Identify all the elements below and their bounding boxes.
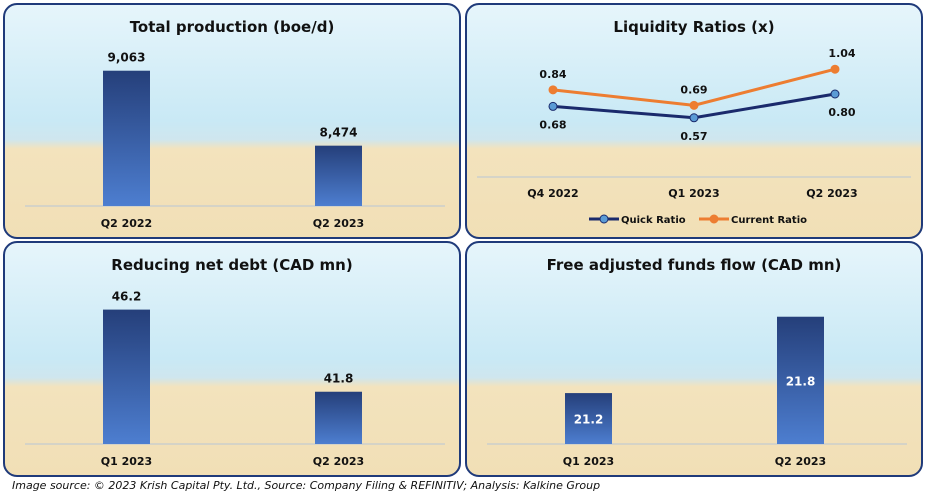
x-tick-label: Q2 2023 <box>806 187 857 200</box>
data-label: 21.2 <box>574 413 604 427</box>
data-label: 0.80 <box>828 106 855 119</box>
data-label: 46.2 <box>112 290 142 304</box>
x-tick-label: Q2 2023 <box>313 217 364 230</box>
image-source-footer: Image source: © 2023 Krish Capital Pty. … <box>12 479 601 492</box>
x-tick-label: Q4 2022 <box>527 187 578 200</box>
bar-q1-2023 <box>103 309 150 444</box>
bar-q2-2023 <box>777 316 824 444</box>
data-label: 41.8 <box>324 372 354 386</box>
bar-q1-2023 <box>565 393 612 444</box>
liquidity-ratios-panel: Liquidity Ratios (x) 0.68 0.57 0.80 0.84 0.6… <box>465 3 923 239</box>
legend-label: Quick Ratio <box>621 215 686 226</box>
data-label: 0.68 <box>539 118 566 131</box>
data-point <box>830 64 840 74</box>
liquidity-ratios-chart: 0.68 0.57 0.80 0.84 0.69 1.04 Q4 2022 Q1 2023 Q2… <box>477 47 911 226</box>
funds-flow-chart: 21.2 Q1 2023 21.8 Q2 2023 <box>487 316 907 468</box>
chart-title: Reducing net debt (CAD mn) <box>111 256 353 274</box>
data-label: 0.84 <box>539 68 566 81</box>
funds-flow-panel: Free adjusted funds flow (CAD mn) 21.2 Q1… <box>465 241 923 477</box>
x-tick-label: Q2 2023 <box>775 455 826 468</box>
x-tick-label: Q2 2022 <box>101 217 152 230</box>
data-label: 1.04 <box>828 47 855 60</box>
legend-marker <box>709 214 719 224</box>
total-production-panel: Total production (boe/d) 9,063 Q2 2022 8,4… <box>3 3 461 239</box>
bar-q2-2023 <box>315 145 362 206</box>
data-point <box>689 100 699 110</box>
legend-label: Current Ratio <box>731 215 807 226</box>
total-production-chart: 9,063 Q2 2022 8,474 Q2 2023 <box>25 51 445 230</box>
bar-q2-2022 <box>103 70 150 206</box>
legend-marker <box>599 214 609 224</box>
bar-q2-2023 <box>315 391 362 444</box>
data-label: 9,063 <box>108 51 146 65</box>
x-tick-label: Q1 2023 <box>668 187 719 200</box>
data-point <box>689 113 699 123</box>
data-point <box>548 101 558 111</box>
x-tick-label: Q2 2023 <box>313 455 364 468</box>
x-tick-label: Q1 2023 <box>563 455 614 468</box>
chart-title: Total production (boe/d) <box>129 18 335 36</box>
data-point <box>830 89 840 99</box>
data-label: 8,474 <box>320 126 358 140</box>
net-debt-panel: Reducing net debt (CAD mn) 46.2 Q1 2023 41… <box>3 241 461 477</box>
data-label: 21.8 <box>786 374 816 388</box>
data-label: 0.57 <box>680 130 707 143</box>
chart-title: Liquidity Ratios (x) <box>613 18 775 36</box>
data-label: 0.69 <box>680 83 707 96</box>
data-point <box>548 85 558 95</box>
chart-title: Free adjusted funds flow (CAD mn) <box>546 256 842 274</box>
net-debt-chart: 46.2 Q1 2023 41.8 Q2 2023 <box>25 290 445 468</box>
x-tick-label: Q1 2023 <box>101 455 152 468</box>
